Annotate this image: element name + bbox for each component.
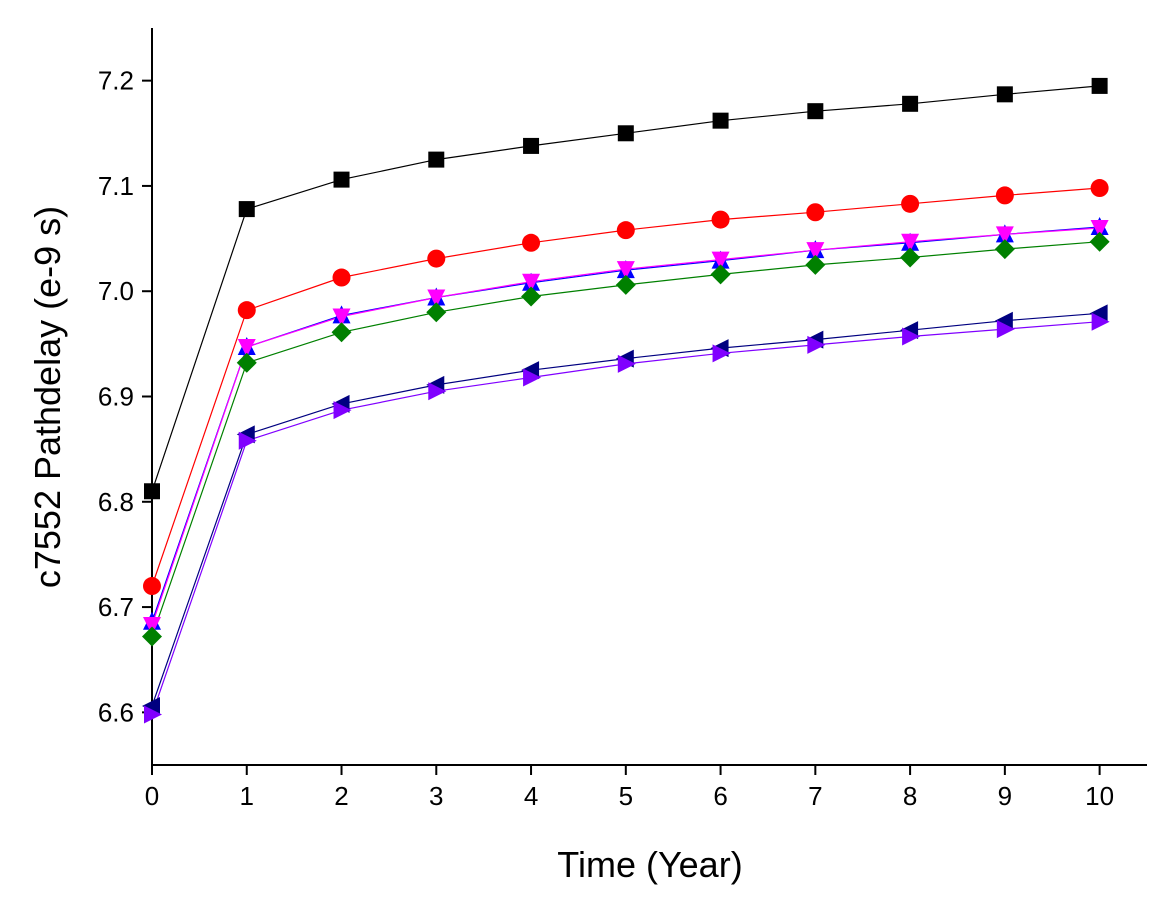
series-black-square-point — [523, 137, 540, 154]
x-tick-label: 4 — [524, 781, 538, 811]
series-green-diamond-point — [521, 286, 542, 307]
series-purple-triangle-right-point — [807, 335, 826, 354]
series-purple-triangle-right-line — [151, 321, 1100, 715]
series-black-square-point — [1091, 77, 1108, 94]
x-tick-label: 10 — [1085, 781, 1114, 811]
series-black-square-point — [996, 86, 1013, 103]
y-tick-label: 7.2 — [98, 66, 134, 96]
x-tick-label: 2 — [334, 781, 348, 811]
series-red-circle-point — [995, 186, 1014, 205]
series-red-circle-point — [616, 221, 635, 240]
series-red-circle-point — [806, 203, 825, 222]
series-red-circle-point — [901, 194, 920, 213]
series-black-square-point — [333, 171, 350, 188]
series-green-diamond-point — [331, 322, 352, 343]
x-tick-label: 6 — [713, 781, 727, 811]
series-red-circle-point — [143, 577, 161, 596]
x-tick-label: 8 — [903, 781, 917, 811]
series-magenta-triangle-down-point — [711, 251, 730, 270]
series-navy-triangle-left-point — [142, 697, 160, 716]
series-black-square-point — [428, 151, 445, 168]
series-purple-triangle-right-point — [523, 368, 542, 387]
series-red-circle-point — [522, 233, 541, 252]
series-purple-triangle-right-point — [712, 344, 731, 363]
series-red-circle-line — [151, 187, 1100, 587]
y-tick-label: 6.6 — [98, 697, 134, 727]
y-tick-label: 6.9 — [98, 382, 134, 412]
y-tick-label: 6.8 — [98, 487, 134, 517]
series-green-diamond-point — [710, 264, 731, 285]
series-navy-triangle-left-point — [994, 311, 1013, 330]
series-black-square-point — [144, 483, 160, 500]
series-purple-triangle-right-point — [1091, 312, 1110, 331]
series-navy-triangle-left-point — [1089, 304, 1108, 323]
series-magenta-triangle-down-point — [1090, 220, 1109, 239]
axes — [151, 28, 1147, 766]
series-magenta-triangle-down-point — [806, 242, 825, 261]
series-magenta-triangle-down-point — [427, 289, 446, 308]
series-purple-triangle-right-point — [144, 705, 162, 724]
series-purple-triangle-right-point — [617, 354, 636, 373]
series-navy-triangle-left-line — [151, 312, 1100, 707]
series-magenta-triangle-down-point — [616, 261, 635, 280]
series-green-diamond-point — [426, 302, 447, 323]
series-magenta-triangle-down-point — [143, 616, 161, 635]
x-tick-label: 1 — [240, 781, 254, 811]
series-black-square-point — [617, 125, 634, 142]
series-black-square-point — [238, 201, 255, 218]
y-axis-title: c7552 Pathdelay (e-9 s) — [27, 206, 68, 588]
series-magenta-triangle-down-point — [522, 273, 541, 292]
series-red-circle-point — [427, 249, 446, 268]
series-green-diamond-line — [151, 241, 1100, 637]
y-tick-label: 7.1 — [98, 171, 134, 201]
series-purple-triangle-right-point — [996, 320, 1015, 339]
series-purple-triangle-right-point — [902, 327, 921, 346]
x-tick-label: 5 — [619, 781, 633, 811]
series-green-diamond-point — [900, 247, 921, 268]
x-tick-label: 3 — [429, 781, 443, 811]
series-red-circle-point — [1090, 179, 1109, 198]
series-purple-triangle-right-point — [428, 382, 447, 401]
series-purple-triangle-right-point — [333, 401, 352, 420]
y-tick-label: 7.0 — [98, 276, 134, 306]
series-green-diamond-point — [805, 254, 826, 275]
series-magenta-triangle-down-point — [901, 233, 920, 252]
series-green-diamond-point — [615, 274, 636, 295]
x-tick-label: 7 — [808, 781, 822, 811]
series-red-circle-point — [237, 301, 256, 320]
series-green-diamond-point — [236, 352, 257, 373]
series-black-square-point — [807, 103, 824, 120]
series-purple-triangle-right-point — [238, 431, 257, 450]
series-lines — [151, 85, 1100, 715]
y-tick-label: 6.7 — [98, 592, 134, 622]
series-magenta-triangle-down-point — [995, 226, 1014, 245]
series-green-diamond-point — [994, 239, 1015, 260]
series-green-diamond-point — [1089, 231, 1110, 252]
series-red-circle-point — [711, 210, 730, 229]
series-magenta-triangle-down-point — [237, 339, 256, 358]
ticks: 0 1 2 3 4 5 6 7 8 9 10 6.6 6.7 6.8 6.9 7.0 7.1 7.2 — [98, 66, 1114, 811]
series-red-circle-point — [332, 268, 351, 287]
series-black-square-point — [902, 95, 919, 112]
series-markers — [142, 77, 1110, 724]
x-tick-label: 0 — [145, 781, 159, 811]
series-black-square-point — [712, 112, 729, 129]
series-green-diamond-point — [142, 626, 162, 647]
series-magenta-triangle-down-point — [332, 308, 351, 327]
x-axis-title: Time (Year) — [557, 844, 742, 885]
x-tick-label: 9 — [998, 781, 1012, 811]
